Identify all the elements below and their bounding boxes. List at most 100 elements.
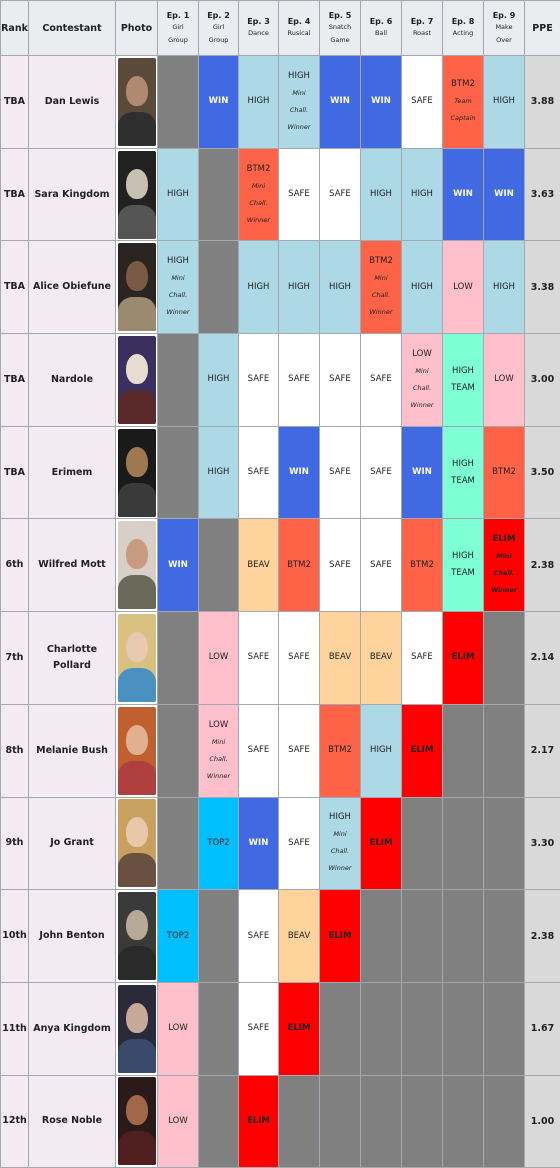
result-label: BEAV bbox=[361, 649, 401, 666]
result-note: Mini bbox=[361, 270, 401, 287]
sara-kingdom-photo[interactable] bbox=[118, 151, 156, 239]
ppe-value: 2.14 bbox=[525, 612, 560, 705]
result-label: SAFE bbox=[239, 1020, 278, 1037]
result-label: BTM2 bbox=[484, 464, 524, 481]
photo-cell bbox=[116, 334, 158, 427]
charlotte-pollard-photo[interactable] bbox=[118, 614, 156, 702]
rank-cell: 11th bbox=[1, 982, 29, 1075]
episode-1-result bbox=[158, 334, 199, 427]
result-label: ELIM bbox=[361, 835, 401, 852]
episode-2-result bbox=[199, 241, 239, 334]
result-label-line2: TEAM bbox=[443, 473, 483, 490]
episode-3-result: HIGH bbox=[239, 56, 279, 149]
episode-4-result: BTM2 bbox=[279, 519, 320, 612]
photo-face bbox=[126, 817, 148, 847]
result-label: SAFE bbox=[361, 557, 401, 574]
episode-2-result bbox=[199, 890, 239, 983]
episode-5-result: HIGH bbox=[320, 241, 361, 334]
episode-2-result bbox=[199, 1075, 239, 1168]
result-note: Mini bbox=[239, 178, 278, 195]
ppe-value: 2.38 bbox=[525, 519, 560, 612]
episode-title: Ep. 1 bbox=[158, 10, 198, 21]
episode-7-result bbox=[402, 982, 443, 1075]
episode-7-result: SAFE bbox=[402, 612, 443, 705]
rose-noble-photo[interactable] bbox=[118, 1077, 156, 1165]
episode-9-result: LOW bbox=[484, 334, 525, 427]
episode-6-result: BEAV bbox=[361, 612, 402, 705]
nardole-photo[interactable] bbox=[118, 336, 156, 424]
result-label: WIN bbox=[443, 186, 483, 203]
episode-2-result bbox=[199, 982, 239, 1075]
result-label: LOW bbox=[443, 279, 483, 296]
result-label: SAFE bbox=[320, 186, 360, 203]
ppe-header[interactable]: PPE bbox=[525, 1, 560, 56]
result-label: HIGH bbox=[239, 93, 278, 110]
result-label: SAFE bbox=[279, 371, 319, 388]
result-label: LOW bbox=[199, 649, 238, 666]
result-label: SAFE bbox=[402, 649, 442, 666]
photo-face bbox=[126, 539, 148, 569]
contestant-header[interactable]: Contestant bbox=[29, 1, 116, 56]
episode-subtitle: Over bbox=[484, 34, 524, 47]
rank-header[interactable]: Rank bbox=[1, 1, 29, 56]
photo-cell bbox=[116, 148, 158, 241]
result-note: Captain bbox=[443, 110, 483, 127]
result-label: SAFE bbox=[320, 371, 360, 388]
result-label: BEAV bbox=[239, 557, 278, 574]
episode-4-result bbox=[279, 1075, 320, 1168]
contestant-name: Jo Grant bbox=[29, 797, 116, 890]
wilfred-mott-photo[interactable] bbox=[118, 521, 156, 609]
erimem-photo[interactable] bbox=[118, 429, 156, 517]
result-label: HIGH bbox=[361, 742, 401, 759]
photo-body bbox=[118, 946, 156, 980]
result-label: WIN bbox=[158, 557, 198, 574]
result-label: LOW bbox=[158, 1113, 198, 1130]
result-label: WIN bbox=[279, 464, 319, 481]
john-benton-photo[interactable] bbox=[118, 892, 156, 980]
alice-obiefune-photo[interactable] bbox=[118, 243, 156, 331]
result-label: SAFE bbox=[361, 371, 401, 388]
episode-9-result bbox=[484, 890, 525, 983]
result-label: HIGH bbox=[158, 253, 198, 270]
rank-cell: 9th bbox=[1, 797, 29, 890]
episode-1-result bbox=[158, 797, 199, 890]
jo-grant-photo[interactable] bbox=[118, 799, 156, 887]
photo-body bbox=[118, 761, 156, 795]
result-label: BEAV bbox=[279, 928, 319, 945]
episode-6-result: WIN bbox=[361, 56, 402, 149]
result-label: HIGH bbox=[402, 279, 442, 296]
anya-kingdom-photo[interactable] bbox=[118, 985, 156, 1073]
dan-lewis-photo[interactable] bbox=[118, 58, 156, 146]
result-label: TOP2 bbox=[199, 835, 238, 852]
episode-title: Ep. 6 bbox=[361, 16, 401, 27]
rank-cell: 12th bbox=[1, 1075, 29, 1168]
episode-subtitle: Rusical bbox=[279, 27, 319, 40]
episode-2-result: HIGH bbox=[199, 426, 239, 519]
result-note: Winner bbox=[239, 212, 278, 229]
result-note: Chall. bbox=[320, 843, 360, 860]
melanie-bush-photo[interactable] bbox=[118, 707, 156, 795]
episode-6-result bbox=[361, 890, 402, 983]
episode-8-result: ELIM bbox=[443, 612, 484, 705]
result-note: Mini bbox=[199, 734, 238, 751]
episode-8-result: WIN bbox=[443, 148, 484, 241]
episode-9-result bbox=[484, 797, 525, 890]
episode-9-result: HIGH bbox=[484, 241, 525, 334]
result-note: Mini bbox=[484, 548, 524, 565]
rank-cell: TBA bbox=[1, 148, 29, 241]
